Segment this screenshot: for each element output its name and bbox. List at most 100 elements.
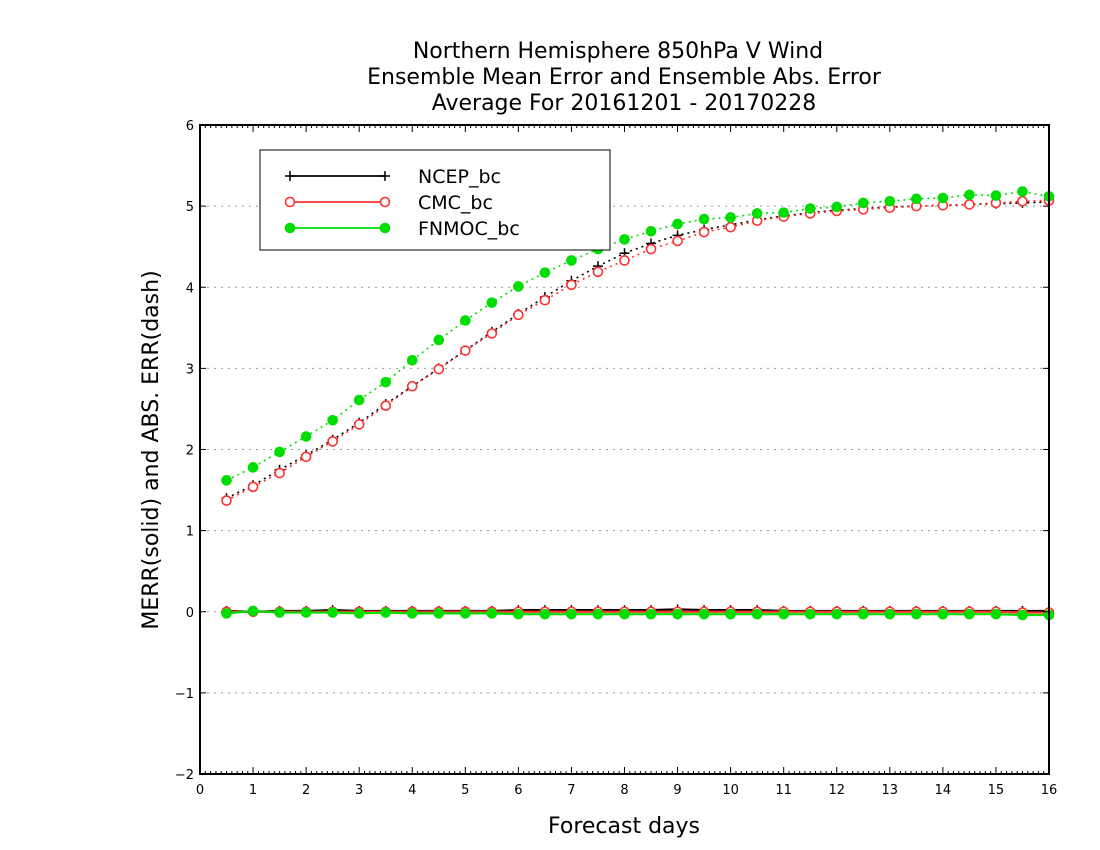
- x-tick-label: 15: [988, 783, 1005, 798]
- y-tick-label: 1: [186, 525, 194, 540]
- x-tick-label: 11: [775, 783, 792, 798]
- y-tick-label: 2: [186, 444, 194, 459]
- point-abs-cmc-bc: [486, 328, 498, 339]
- point-merr-fnmoc-bc: [300, 607, 312, 618]
- point-abs-cmc-bc: [221, 495, 232, 506]
- y-tick-label: 5: [186, 200, 194, 215]
- point-merr-fnmoc-bc: [857, 608, 869, 620]
- point-merr-fnmoc-bc: [911, 608, 922, 620]
- point-abs-fnmoc-bc: [566, 255, 577, 266]
- point-abs-fnmoc-bc: [645, 225, 657, 237]
- legend-marker-cmc-bc: [379, 196, 391, 208]
- point-merr-fnmoc-bc: [698, 608, 710, 620]
- point-abs-cmc-bc: [300, 451, 312, 463]
- point-merr-fnmoc-bc: [353, 608, 365, 619]
- x-tick-label: 13: [882, 783, 899, 798]
- legend-marker-ncep-bc: [380, 171, 390, 181]
- point-merr-fnmoc-bc: [964, 608, 975, 620]
- legend-marker-fnmoc-bc: [284, 222, 296, 234]
- point-abs-fnmoc-bc: [778, 207, 789, 218]
- point-abs-fnmoc-bc: [380, 376, 392, 388]
- point-merr-fnmoc-bc: [672, 608, 683, 620]
- point-merr-fnmoc-bc: [778, 608, 789, 620]
- x-tick-label: 3: [355, 783, 363, 798]
- point-merr-fnmoc-bc: [327, 607, 338, 618]
- x-tick-label: 8: [620, 783, 628, 798]
- point-abs-fnmoc-bc: [831, 201, 843, 213]
- point-merr-fnmoc-bc: [645, 608, 657, 620]
- x-tick-label: 1: [249, 783, 257, 798]
- point-abs-fnmoc-bc: [433, 334, 445, 346]
- point-abs-cmc-bc: [539, 294, 551, 306]
- point-abs-fnmoc-bc: [539, 267, 551, 278]
- point-abs-fnmoc-bc: [513, 281, 524, 292]
- point-merr-fnmoc-bc: [990, 608, 1002, 620]
- point-abs-fnmoc-bc: [406, 354, 418, 366]
- point-abs-cmc-bc: [353, 419, 365, 430]
- y-tick-label: 0: [186, 606, 194, 621]
- legend-label-cmc-bc: CMC_bc: [418, 192, 493, 214]
- legend-label-ncep-bc: NCEP_bc: [418, 166, 501, 188]
- point-merr-fnmoc-bc: [433, 608, 445, 619]
- x-tick-label: 12: [828, 783, 845, 798]
- point-merr-fnmoc-bc: [247, 605, 259, 617]
- point-merr-fnmoc-bc: [274, 607, 285, 618]
- point-abs-cmc-bc: [725, 221, 736, 233]
- point-merr-fnmoc-bc: [460, 608, 471, 619]
- point-abs-cmc-bc: [433, 363, 445, 375]
- x-tick-label: 2: [302, 783, 310, 798]
- point-abs-fnmoc-bc: [857, 197, 869, 209]
- y-tick-label: 6: [186, 119, 194, 134]
- point-abs-fnmoc-bc: [300, 431, 312, 442]
- point-abs-fnmoc-bc: [698, 213, 710, 225]
- point-abs-fnmoc-bc: [247, 462, 259, 473]
- x-tick-label: 0: [196, 783, 204, 798]
- y-tick-label: −1: [175, 687, 194, 702]
- point-abs-fnmoc-bc: [619, 234, 630, 245]
- point-abs-cmc-bc: [406, 380, 418, 392]
- point-abs-fnmoc-bc: [1017, 186, 1028, 197]
- point-merr-fnmoc-bc: [751, 608, 763, 620]
- series-line-abs-cmc-bc: [226, 199, 1050, 502]
- point-abs-fnmoc-bc: [990, 190, 1002, 201]
- point-abs-fnmoc-bc: [964, 189, 975, 201]
- point-merr-fnmoc-bc: [831, 608, 843, 620]
- x-tick-label: 5: [461, 783, 469, 798]
- point-abs-fnmoc-bc: [460, 315, 471, 326]
- y-tick-label: 4: [186, 281, 194, 296]
- point-abs-cmc-bc: [274, 467, 285, 479]
- point-merr-fnmoc-bc: [406, 608, 418, 619]
- point-abs-fnmoc-bc: [884, 195, 896, 207]
- point-abs-cmc-bc: [327, 436, 338, 447]
- x-tick-label: 9: [673, 783, 681, 798]
- legend-box: [259, 149, 611, 251]
- point-merr-fnmoc-bc: [725, 608, 736, 620]
- point-abs-cmc-bc: [380, 400, 392, 411]
- point-abs-fnmoc-bc: [221, 475, 232, 486]
- point-abs-cmc-bc: [513, 309, 524, 321]
- point-abs-fnmoc-bc: [327, 414, 338, 426]
- point-abs-fnmoc-bc: [672, 218, 683, 230]
- point-abs-fnmoc-bc: [911, 193, 922, 205]
- point-abs-cmc-bc: [247, 481, 259, 493]
- series-line-abs-fnmoc-bc: [226, 190, 1050, 482]
- legend-marker-cmc-bc: [284, 196, 296, 208]
- x-tick-label: 10: [722, 783, 739, 798]
- point-merr-fnmoc-bc: [380, 607, 392, 618]
- x-tick-label: 4: [408, 783, 416, 798]
- point-abs-cmc-bc: [566, 279, 577, 291]
- point-abs-cmc-bc: [460, 345, 471, 356]
- legend-marker-fnmoc-bc: [379, 222, 391, 234]
- grid-lines: [200, 205, 1049, 694]
- x-tick-label: 14: [935, 783, 952, 798]
- y-tick-label: 3: [186, 362, 194, 377]
- point-merr-fnmoc-bc: [1017, 609, 1028, 621]
- x-tick-label: 16: [1041, 783, 1058, 798]
- x-tick-label: 6: [514, 783, 522, 798]
- y-tick-label: −2: [175, 768, 194, 783]
- y-axis-label: MERR(solid) and ABS. ERR(dash): [139, 270, 164, 629]
- point-merr-fnmoc-bc: [804, 608, 816, 620]
- point-abs-cmc-bc: [592, 266, 604, 278]
- x-axis-label: Forecast days: [548, 814, 700, 839]
